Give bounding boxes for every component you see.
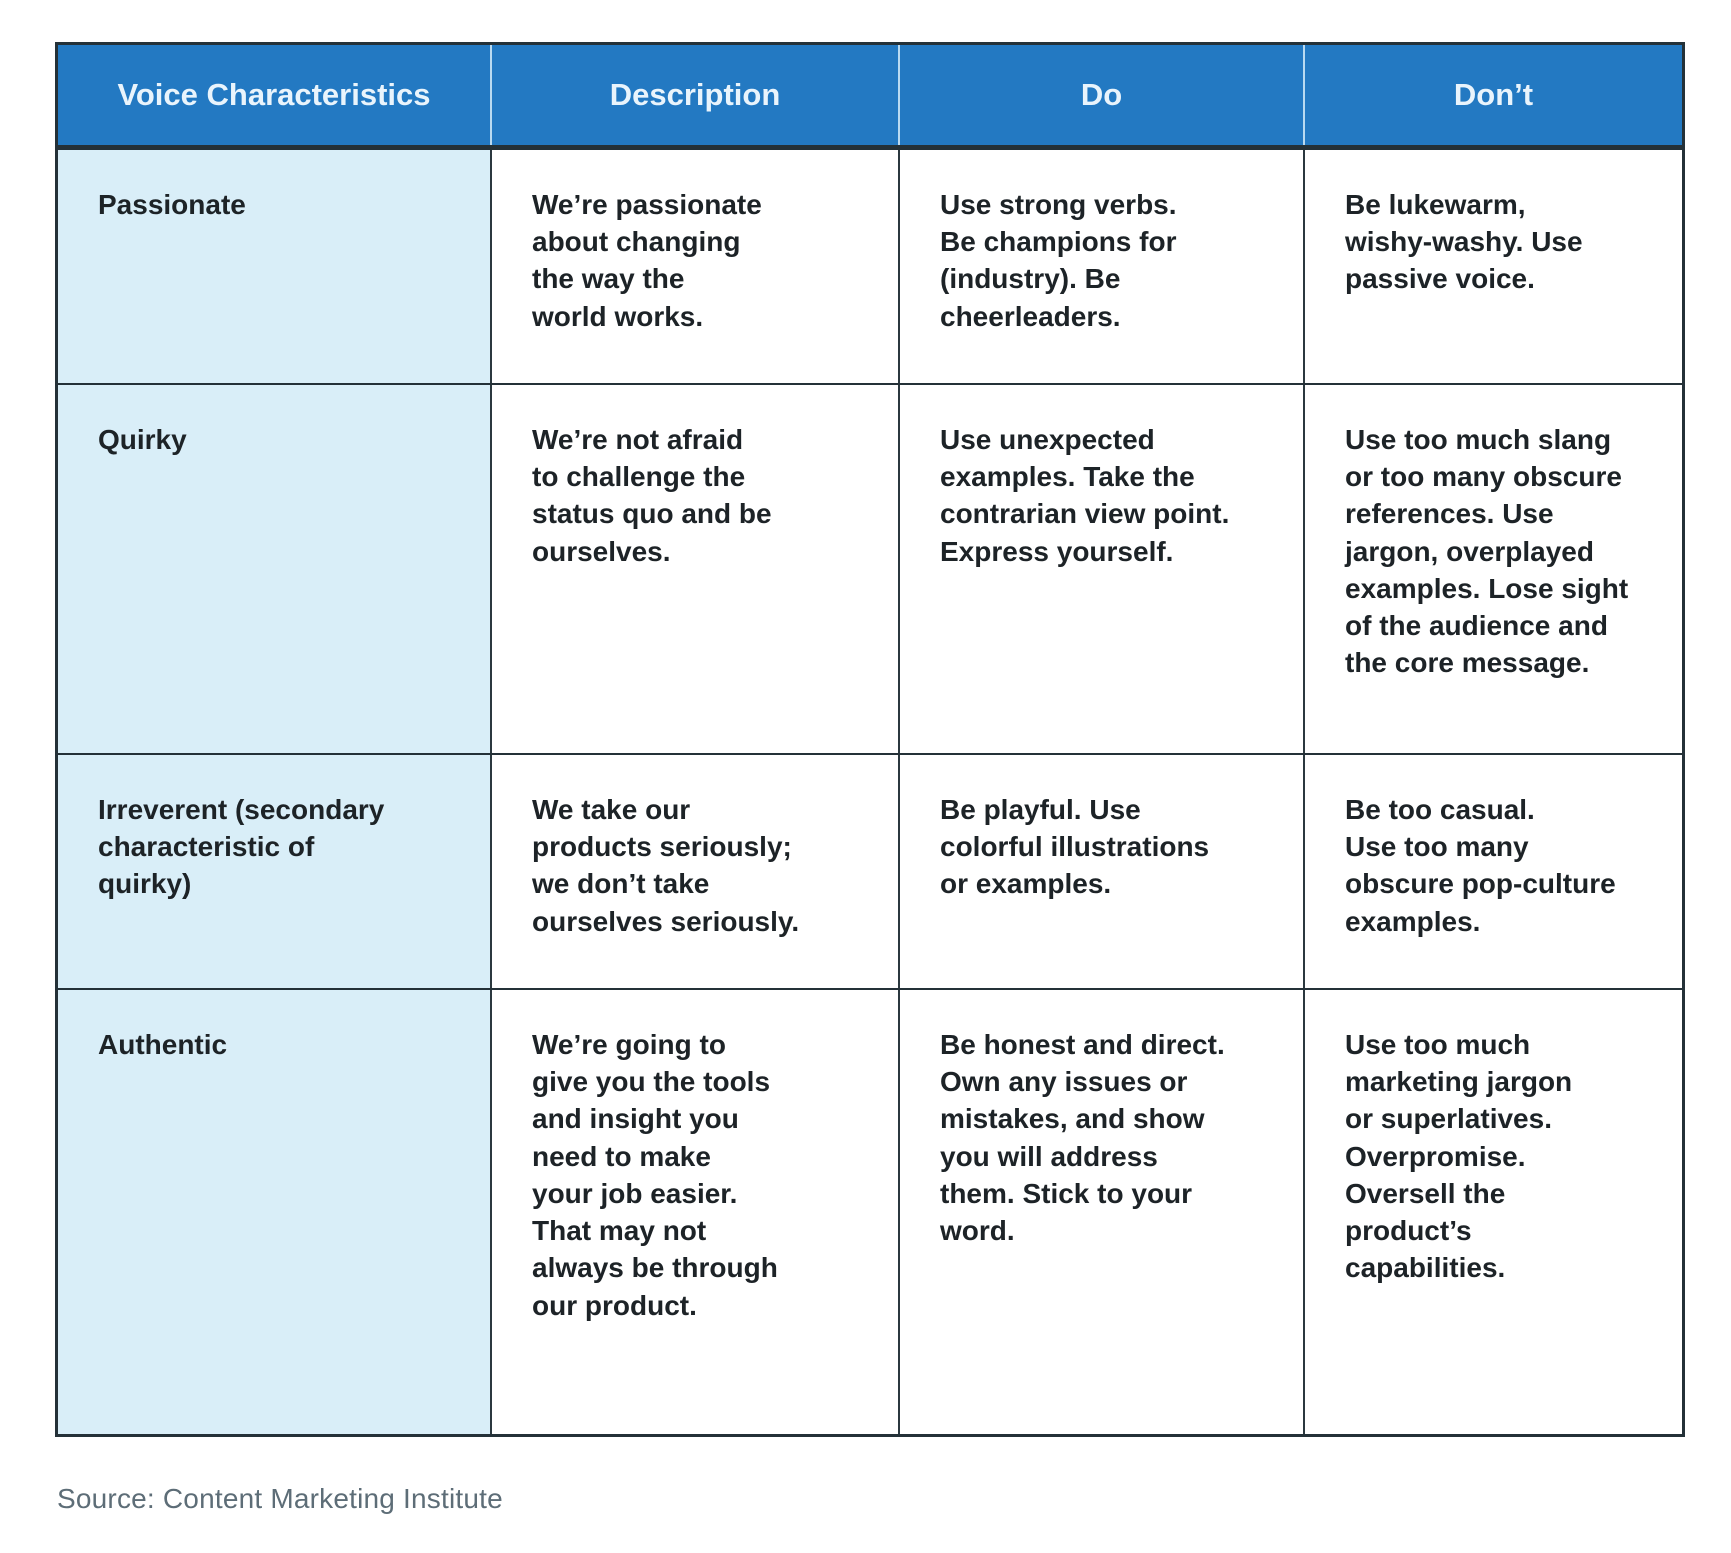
cell-dont: Use too much slang or too many obscure r…	[1345, 424, 1629, 679]
header-do: Do	[900, 45, 1305, 145]
table-row: Authentic We’re going to give you the to…	[58, 990, 1682, 1434]
cell-dont: Be lukewarm, wishy-washy. Use passive vo…	[1345, 189, 1583, 295]
table-row: Passionate We’re passionate about changi…	[58, 150, 1682, 385]
cell-characteristic: Authentic	[58, 990, 492, 1434]
table-row: Irreverent (secondary characteristic of …	[58, 755, 1682, 990]
table-row: Quirky We’re not afraid to challenge the…	[58, 385, 1682, 755]
source-caption: Source: Content Marketing Institute	[57, 1483, 503, 1514]
cell-description: We take our products seriously; we don’t…	[492, 755, 900, 988]
cell-do: Use unexpected examples. Take the contra…	[900, 385, 1305, 753]
cell-do: Be honest and direct. Own any issues or …	[900, 990, 1305, 1434]
cell-do: Use strong verbs. Be champions for (indu…	[900, 150, 1305, 383]
cell-dont: Use too much marketing jargon or superla…	[1345, 1029, 1573, 1284]
cell-description: We’re not afraid to challenge the status…	[492, 385, 900, 753]
voice-characteristics-table: Voice Characteristics Description Do Don…	[55, 42, 1685, 1437]
cell-characteristic: Passionate	[58, 150, 492, 383]
table-header-row: Voice Characteristics Description Do Don…	[58, 45, 1682, 150]
header-description: Description	[492, 45, 900, 145]
cell-characteristic: Irreverent (secondary characteristic of …	[58, 755, 492, 988]
cell-characteristic: Quirky	[58, 385, 492, 753]
cell-do: Be playful. Use colorful illustrations o…	[900, 755, 1305, 988]
cell-dont: Be too casual. Use too many obscure pop-…	[1345, 794, 1616, 937]
header-dont: Don’t	[1453, 77, 1534, 112]
cell-description: We’re passionate about changing the way …	[492, 150, 900, 383]
cell-description: We’re going to give you the tools and in…	[492, 990, 900, 1434]
header-voice-characteristics: Voice Characteristics	[58, 45, 492, 145]
